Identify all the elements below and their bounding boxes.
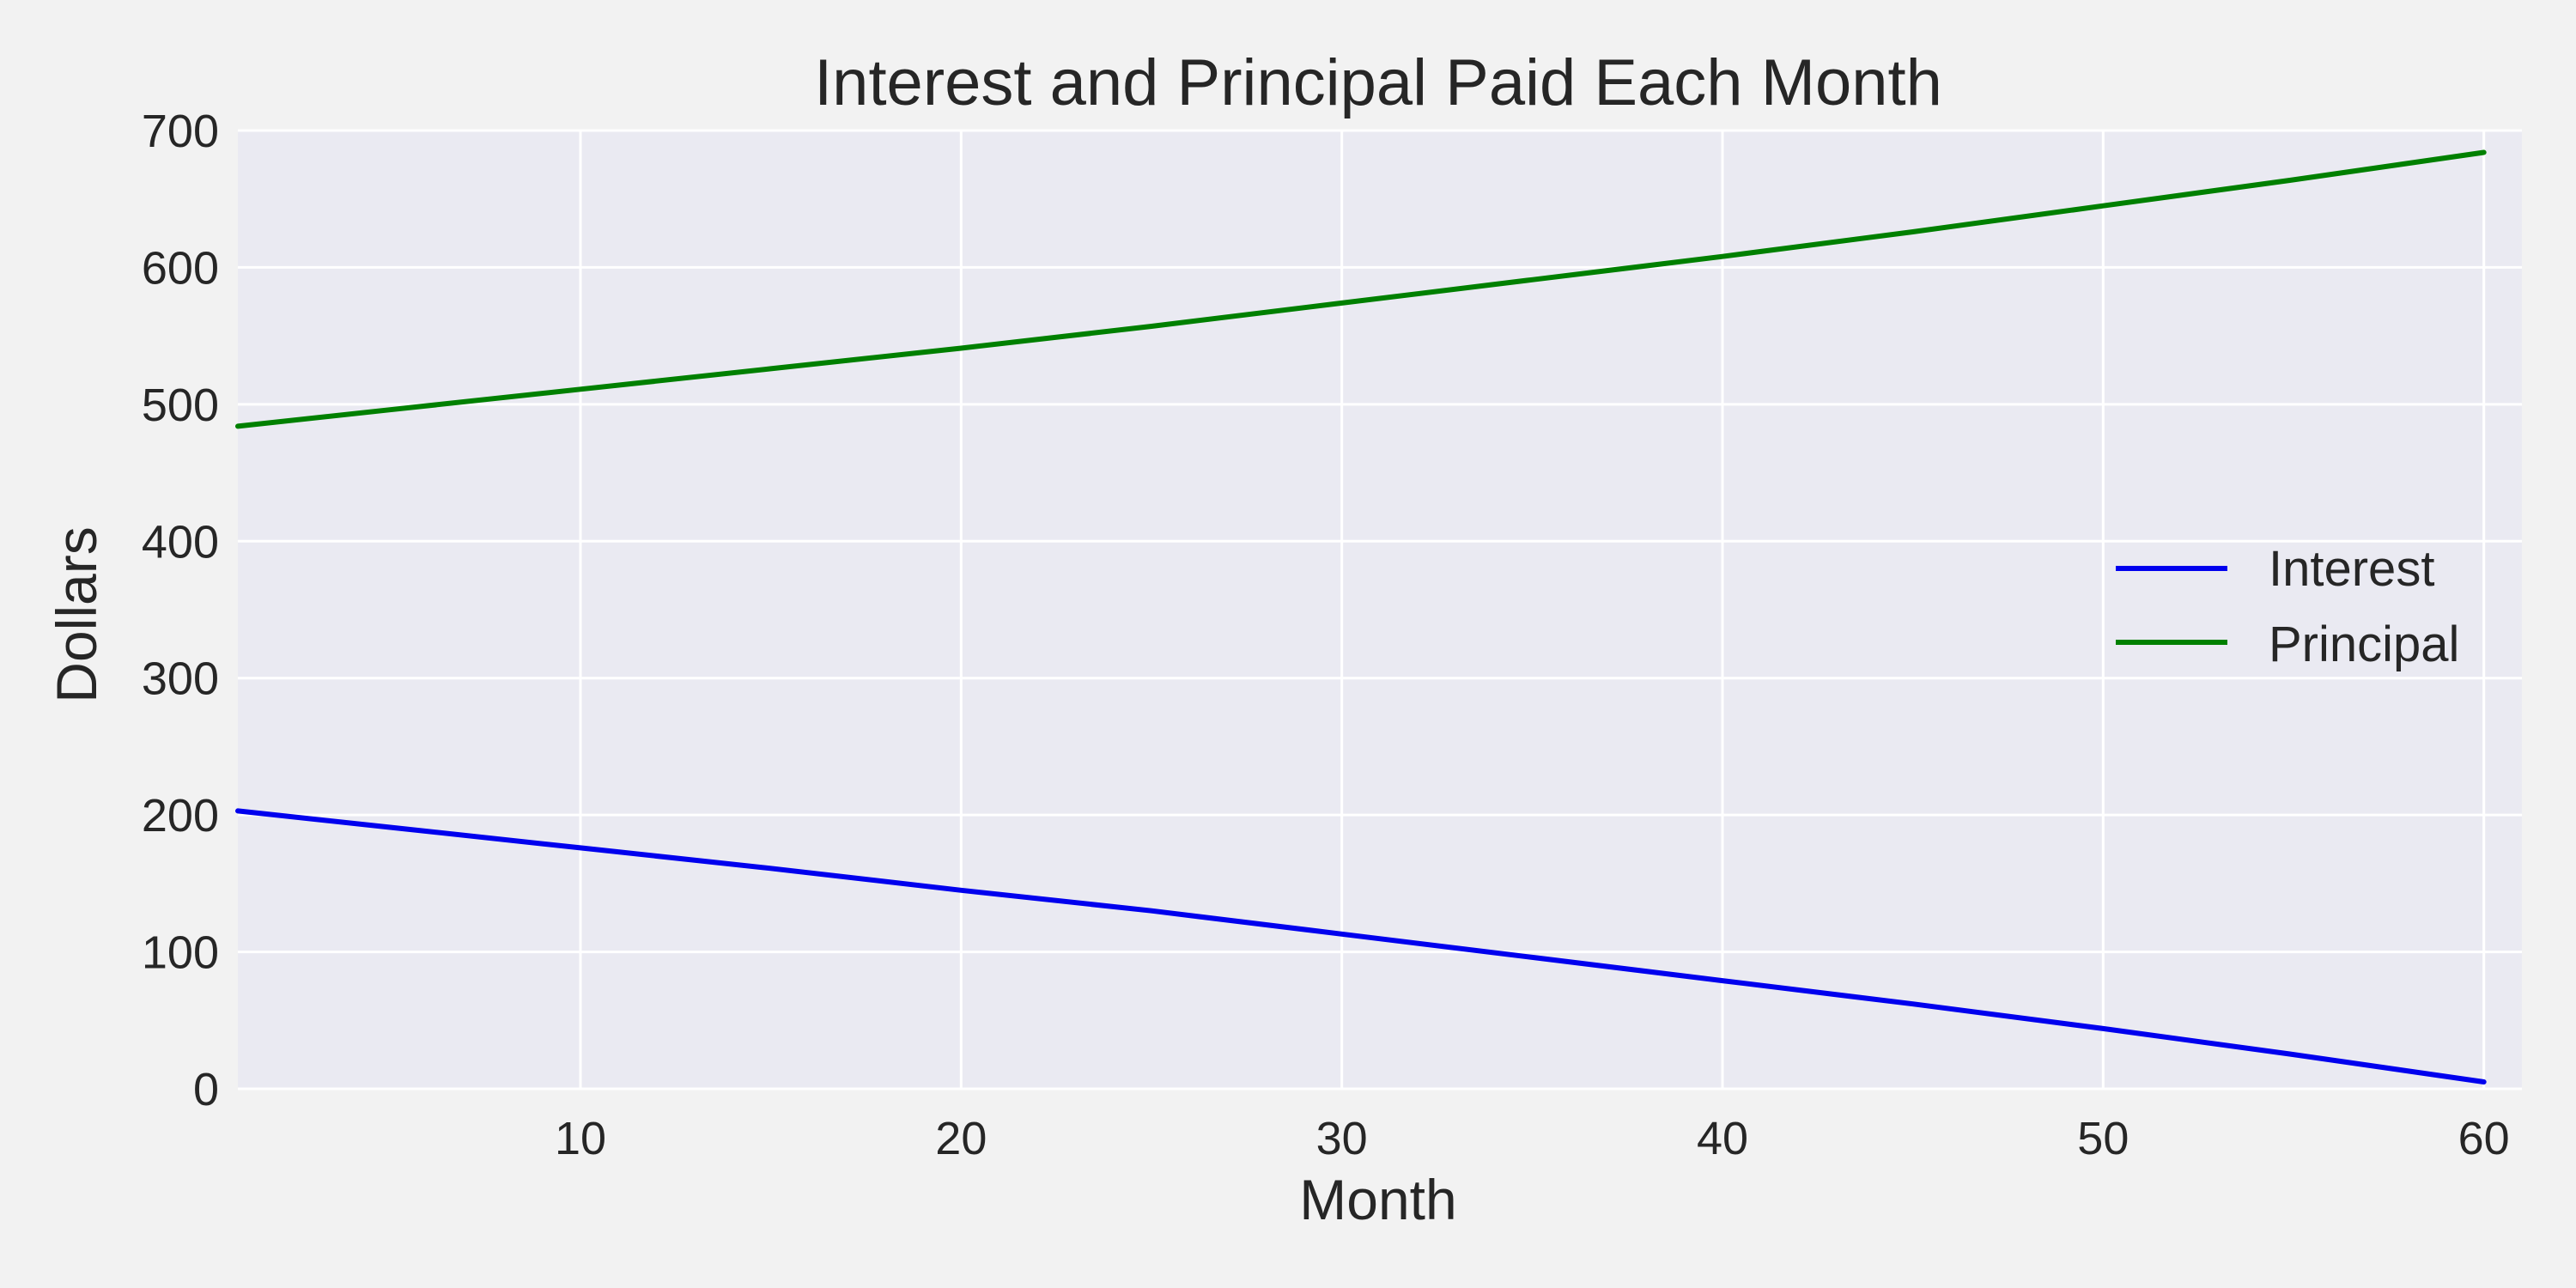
x-tick-label: 20 [935,1113,987,1164]
y-tick-label: 400 [142,516,219,568]
series-line-principal [235,149,2487,429]
x-tick-label: 10 [555,1113,606,1164]
x-axis-title: Month [1299,1168,1456,1231]
y-tick-label: 200 [142,790,219,841]
series-line-interest [235,808,2487,1084]
legend: Interest Principal [2116,541,2459,672]
tick-labels: 0 100 200 300 400 500 600 700 10 20 30 40 50 60 [142,106,2510,1164]
y-tick-label: 600 [142,242,219,294]
x-tick-label: 40 [1697,1113,1748,1164]
x-tick-label: 50 [2077,1113,2129,1164]
y-axis-title: Dollars [45,526,108,702]
plot-area [238,131,2522,1089]
legend-label-interest: Interest [2269,541,2434,597]
y-tick-label: 100 [142,927,219,979]
x-tick-label: 30 [1316,1113,1368,1164]
chart-title: Interest and Principal Paid Each Month [814,46,1942,119]
x-tick-label: 60 [2458,1113,2510,1164]
legend-label-principal: Principal [2269,617,2459,672]
y-tick-label: 500 [142,380,219,431]
y-tick-label: 300 [142,653,219,705]
y-tick-label: 0 [193,1064,219,1115]
series-lines [235,149,2487,1084]
y-tick-label: 700 [142,106,219,157]
grid [238,129,2522,1091]
